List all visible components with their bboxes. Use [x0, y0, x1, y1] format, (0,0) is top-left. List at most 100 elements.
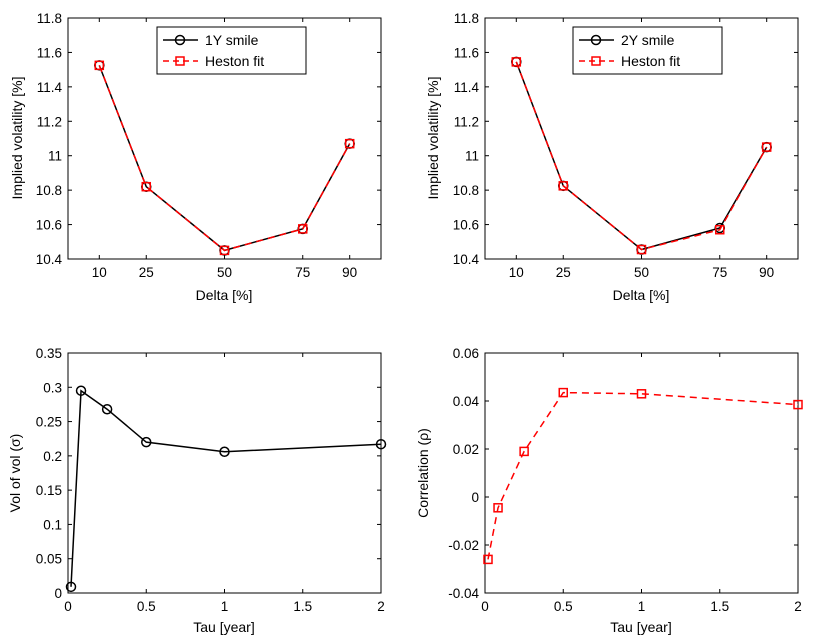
x-tick-label: 50: [634, 265, 649, 280]
data-point-square: [715, 224, 725, 235]
y-tick-label: -0.02: [448, 538, 479, 553]
data-point-circle: [375, 438, 387, 450]
data-point-square: [558, 181, 568, 191]
y-tick-label: 11.8: [454, 11, 479, 26]
y-tick-label: 10.6: [36, 218, 62, 233]
x-tick-label: 1: [638, 599, 646, 614]
series-line: [98, 65, 351, 252]
legend-marker-square: [591, 56, 601, 66]
x-tick-label: 75: [295, 265, 310, 280]
x-tick-label: 90: [342, 265, 357, 280]
data-point-circle: [75, 385, 87, 396]
y-tick-label: 10.4: [36, 252, 63, 267]
y-tick-label: 10.6: [453, 218, 479, 233]
data-point-circle: [219, 446, 230, 457]
data-point-circle: [101, 403, 113, 415]
y-tick-label: 0.3: [43, 380, 62, 395]
data-point-square: [761, 142, 772, 152]
series-line: [70, 389, 382, 587]
y-tick-label: 11: [465, 149, 479, 164]
x-tick-label: 0: [481, 599, 489, 614]
y-tick-label: 0.1: [43, 517, 62, 532]
series-line: [487, 391, 799, 560]
panel-2y-smile: 10 25 50 75 90 10.4 10.6 10.8 11 11.2 11.4 11.6 11.…: [425, 11, 799, 303]
data-point-square: [519, 446, 529, 457]
data-marks: [94, 60, 355, 256]
y-tick-label: 11.8: [37, 11, 62, 26]
data-point-square: [793, 399, 803, 410]
y-tick-label: 11.2: [37, 114, 62, 129]
legend-box: [156, 26, 307, 75]
x-axis-ticks: 0 0.5 1 1.5 2: [481, 353, 802, 614]
data-point-square: [344, 138, 355, 149]
y-axis-label: Implied volatility [%]: [425, 77, 441, 200]
y-tick-label: 11: [48, 149, 62, 164]
x-tick-label: 1.5: [710, 599, 729, 614]
y-tick-label: 0.15: [36, 483, 62, 498]
y-tick-label: 0.05: [36, 552, 62, 567]
x-axis-label: Tau [year]: [193, 619, 254, 635]
y-tick-label: 11.4: [37, 80, 63, 95]
y-tick-label: 11.4: [454, 80, 480, 95]
y-tick-label: 10.4: [453, 252, 480, 267]
data-point-square: [636, 244, 647, 255]
y-tick-label: 11.6: [37, 45, 62, 60]
y-axis-ticks: -0.04 -0.02 0 0.02 0.04 0.06: [448, 346, 798, 601]
legend-label-heston: Heston fit: [621, 53, 680, 69]
legend-marker-circle: [590, 34, 602, 46]
data-marks: [65, 385, 387, 593]
plot-frame: [67, 352, 382, 594]
plot-frame: [484, 352, 799, 594]
data-point-circle: [65, 581, 77, 593]
x-tick-label: 25: [139, 265, 154, 280]
x-tick-label: 0: [64, 599, 72, 614]
y-axis-label: Correlation (ρ): [415, 428, 431, 518]
y-tick-label: 0.25: [36, 415, 62, 430]
legend-label-heston: Heston fit: [205, 53, 264, 69]
series-line: [515, 61, 768, 251]
y-tick-label: 11.2: [454, 114, 479, 129]
y-tick-label: -0.04: [448, 586, 479, 601]
data-point-square: [298, 224, 308, 234]
x-tick-label: 10: [509, 265, 524, 280]
panel-vol-of-vol: 0 0.5 1 1.5 2 0 0.05 0.1 0.15 0.2 0.25 0.3 0.35 Tau…: [7, 346, 387, 635]
panel-correlation: 0 0.5 1 1.5 2 -0.04 -0.02 0 0.02 0.04 0.06 Tau [y…: [415, 346, 803, 635]
x-tick-label: 2: [794, 599, 802, 614]
legend: 2Y smile Heston fit: [572, 26, 723, 75]
x-tick-label: 0.5: [554, 599, 573, 614]
y-tick-label: 10.8: [36, 183, 62, 198]
legend: 1Y smile Heston fit: [156, 26, 307, 75]
y-axis-ticks: 10.4 10.6 10.8 11 11.2 11.4 11.6 11.8: [36, 11, 381, 267]
y-tick-label: 0.35: [36, 346, 62, 361]
y-tick-label: 10.8: [453, 183, 479, 198]
data-point-square: [483, 554, 493, 565]
data-point-square: [141, 181, 151, 192]
x-tick-label: 90: [759, 265, 774, 280]
y-axis-label: Implied volatility [%]: [9, 77, 25, 200]
data-point-circle: [141, 436, 152, 448]
data-marks: [511, 56, 772, 255]
x-axis-label: Tau [year]: [610, 619, 671, 635]
y-tick-label: 0.04: [453, 394, 480, 409]
y-tick-label: 11.6: [454, 45, 479, 60]
legend-label-smile: 2Y smile: [621, 32, 675, 48]
data-point-square: [558, 387, 568, 398]
legend-box: [572, 26, 723, 75]
y-axis-ticks: 0 0.05 0.1 0.15 0.2 0.25 0.3 0.35: [36, 346, 381, 601]
x-tick-label: 2: [377, 599, 385, 614]
y-tick-label: 0.02: [453, 442, 479, 457]
x-tick-label: 25: [556, 265, 571, 280]
data-point-square: [94, 60, 105, 71]
legend-marker-circle: [174, 34, 186, 46]
x-tick-label: 1: [221, 599, 229, 614]
data-point-square: [511, 57, 522, 67]
x-axis-ticks: 0 0.5 1 1.5 2: [64, 353, 385, 614]
x-axis-label: Delta [%]: [196, 287, 253, 303]
x-tick-label: 50: [217, 265, 232, 280]
data-point-square: [636, 389, 647, 399]
data-point-square: [493, 503, 503, 513]
x-axis-ticks: 10 25 50 75 90: [92, 18, 357, 280]
y-axis-label: Vol of vol (σ): [7, 434, 23, 513]
x-tick-label: 75: [712, 265, 727, 280]
